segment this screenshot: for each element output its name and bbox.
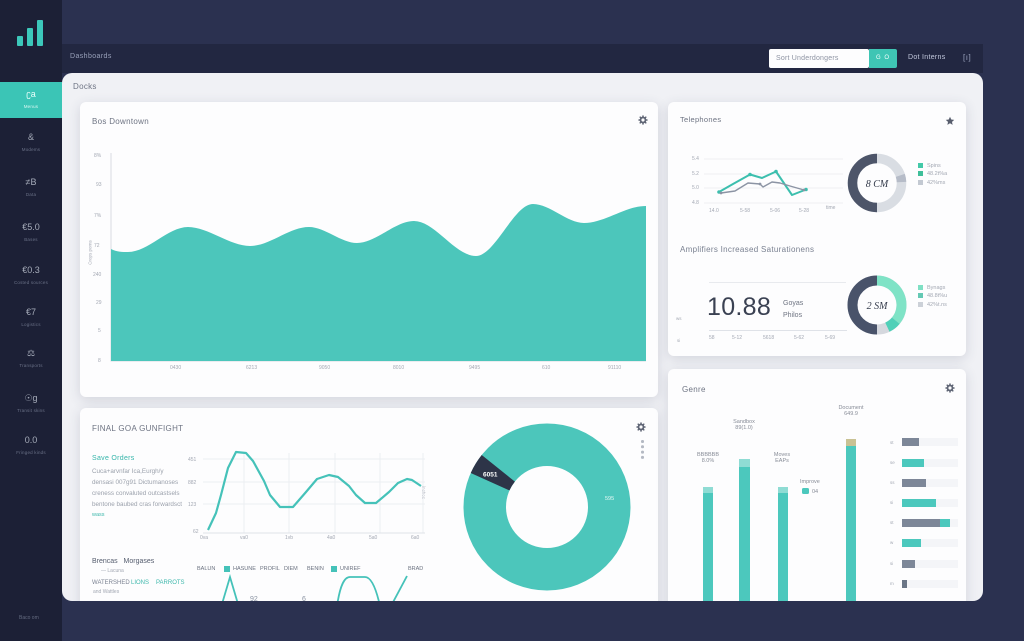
svg-text:6051: 6051 <box>483 472 498 479</box>
svg-text:595: 595 <box>605 496 614 502</box>
svg-text:2 SM: 2 SM <box>867 301 889 312</box>
svg-text:8 CM: 8 CM <box>866 179 889 190</box>
